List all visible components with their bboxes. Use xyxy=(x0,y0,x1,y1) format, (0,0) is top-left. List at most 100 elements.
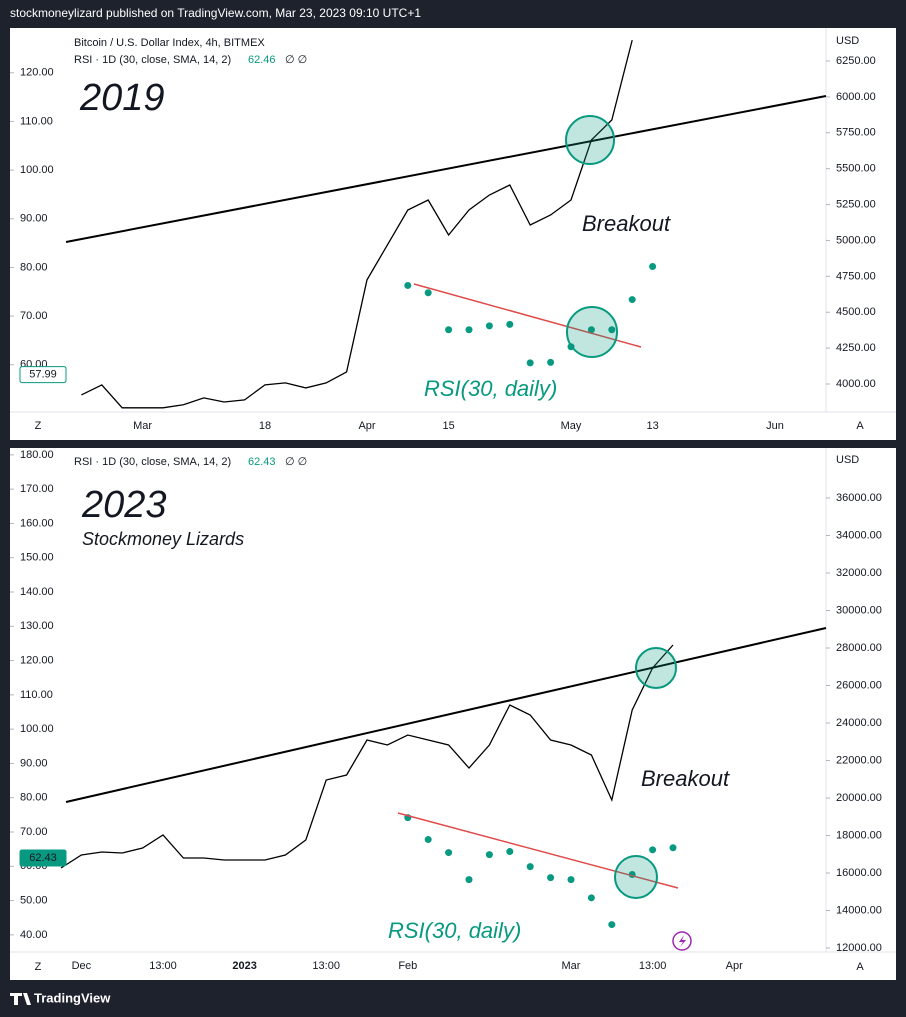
y-tick-label: 90.00 xyxy=(20,757,48,769)
chart-panel xyxy=(10,28,896,440)
x-tick-label: Jun xyxy=(766,420,784,432)
plot xyxy=(60,644,677,929)
y-tick-label: 40.00 xyxy=(20,929,48,941)
rsi-dot xyxy=(567,876,575,884)
rsi-trend-line xyxy=(413,283,642,348)
y2-tick-label: 5250.00 xyxy=(836,198,876,210)
y-tick-label: 120.00 xyxy=(20,67,54,79)
y-tick-label: 80.00 xyxy=(20,261,48,273)
x-tick-label: 2023 xyxy=(232,960,256,972)
value-badge xyxy=(19,849,67,867)
y-tick-label: 120.00 xyxy=(20,654,54,666)
y-tick-label: 50.00 xyxy=(20,894,48,906)
rsi-dot xyxy=(445,326,453,334)
indicator-value: 62.46 xyxy=(248,54,276,66)
rsi-dot xyxy=(587,326,595,334)
highlight-circle xyxy=(565,115,615,165)
rsi-dot xyxy=(628,296,636,304)
year-label: 2023 xyxy=(81,484,167,526)
y2-tick-label: 6250.00 xyxy=(836,55,876,67)
rsi-dot xyxy=(526,359,534,367)
annotation: Breakout xyxy=(582,211,671,236)
rsi-dot xyxy=(547,874,555,882)
x-tick-label: 13:00 xyxy=(312,960,340,972)
y2-tick-label: 12000.00 xyxy=(836,942,882,954)
y-tick-label: 150.00 xyxy=(20,552,54,564)
button[interactable]: Z xyxy=(35,961,42,973)
y-tick-label: 180.00 xyxy=(20,449,54,461)
highlight-circle xyxy=(635,647,677,689)
x-tick-label: 13:00 xyxy=(149,960,177,972)
value-badge-label: 62.43 xyxy=(29,852,57,864)
x-tick-label: Mar xyxy=(562,960,581,972)
rsi-dot xyxy=(506,320,514,328)
alert-icon[interactable] xyxy=(672,931,692,951)
y-tick-label: 160.00 xyxy=(20,517,54,529)
symbol-title: Bitcoin / U.S. Dollar Index, 4h, BITMEX xyxy=(74,37,265,49)
y2-tick-label: 22000.00 xyxy=(836,754,882,766)
rsi-dot xyxy=(526,863,534,871)
subtitle: Stockmoney Lizards xyxy=(82,529,244,549)
currency: USD xyxy=(836,35,859,47)
rsi-dot xyxy=(424,836,432,844)
x-tick-label: 13:00 xyxy=(639,960,667,972)
x-tick-label: May xyxy=(561,420,582,432)
rsi-dot xyxy=(649,846,657,854)
x-tick-label: Mar xyxy=(133,420,152,432)
rsi-dot xyxy=(485,322,493,330)
x-tick-label: Apr xyxy=(726,960,743,972)
y-tick-label: 130.00 xyxy=(20,620,54,632)
rsi-dot xyxy=(547,358,555,366)
y2-tick-label: 5500.00 xyxy=(836,163,876,175)
x-tick-label: Apr xyxy=(358,420,375,432)
y-tick-label: 70.00 xyxy=(20,826,48,838)
trend-line xyxy=(65,95,827,243)
y2-tick-label: 4000.00 xyxy=(836,378,876,390)
annotation: RSI(30, daily) xyxy=(424,376,557,401)
y-tick-label: 110.00 xyxy=(20,689,53,701)
y2-tick-label: 14000.00 xyxy=(836,904,882,916)
rsi-dot xyxy=(608,326,616,334)
rsi-dot xyxy=(506,848,514,856)
x-tick-label: Dec xyxy=(72,960,92,972)
x-tick-label: 15 xyxy=(442,420,454,432)
x-tick-label: 13 xyxy=(646,420,658,432)
highlight-circle xyxy=(566,306,618,358)
y2-tick-label: 6000.00 xyxy=(836,91,876,103)
indicator-value: 62.43 xyxy=(248,456,276,468)
y-tick-label: 90.00 xyxy=(20,213,48,225)
rsi-trend-line xyxy=(397,812,679,889)
highlight-circle xyxy=(614,855,658,899)
y2-tick-label: 34000.00 xyxy=(836,529,882,541)
rsi-dot xyxy=(465,876,473,884)
rsi-dot xyxy=(445,849,453,857)
rsi-dot xyxy=(485,851,493,859)
indicator: RSI · 1D (30, close, SMA, 14, 2) xyxy=(74,54,231,66)
y2-tick-label: 4500.00 xyxy=(836,306,876,318)
rsi-dot xyxy=(649,262,657,270)
rsi-dot xyxy=(404,281,412,289)
x-tick-label: 18 xyxy=(259,420,271,432)
rsi-dot xyxy=(608,921,616,929)
y2-tick-label: 4750.00 xyxy=(836,270,876,282)
annotation: Breakout xyxy=(641,766,730,791)
y2-tick-label: 20000.00 xyxy=(836,792,882,804)
y2-tick-label: 26000.00 xyxy=(836,679,882,691)
y-tick-label: 140.00 xyxy=(20,586,54,598)
y2-tick-label: 32000.00 xyxy=(836,567,882,579)
y2-tick-label: 5750.00 xyxy=(836,127,876,139)
y2-tick-label: 5000.00 xyxy=(836,234,876,246)
rsi-dot xyxy=(587,894,595,902)
button[interactable]: A xyxy=(856,961,864,973)
y-tick-label: 80.00 xyxy=(20,792,48,804)
annotation: RSI(30, daily) xyxy=(388,918,521,943)
y2-tick-label: 4250.00 xyxy=(836,342,876,354)
y2-tick-label: 28000.00 xyxy=(836,642,882,654)
y-tick-label: 100.00 xyxy=(20,164,54,176)
value-badge-label: 57.99 xyxy=(29,368,57,380)
alert-icon-bolt xyxy=(679,935,686,947)
button[interactable]: A xyxy=(856,420,864,432)
logo xyxy=(10,993,31,1005)
button[interactable]: Z xyxy=(35,420,42,432)
